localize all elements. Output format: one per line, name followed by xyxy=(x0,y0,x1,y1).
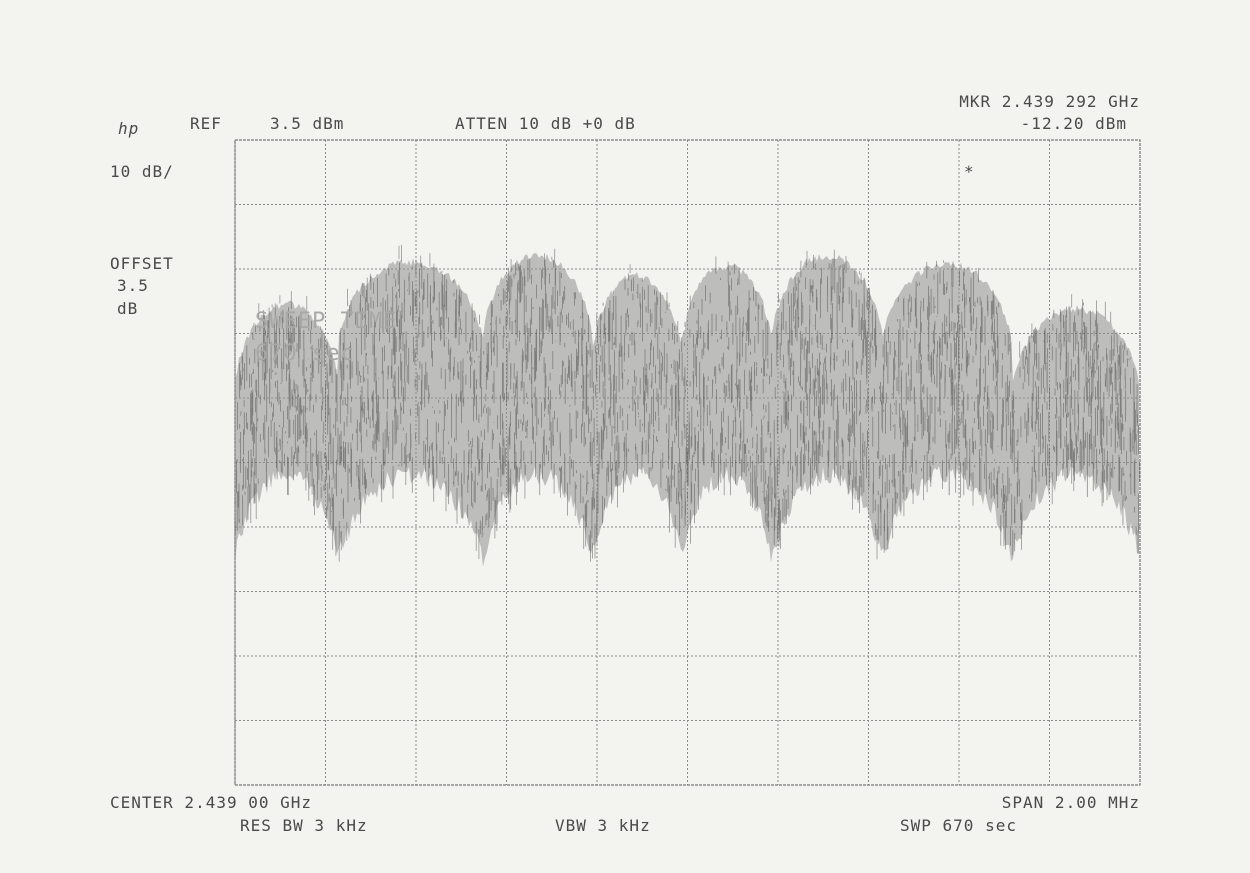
trace-noise xyxy=(234,244,1140,562)
marker-level: -12.20 dBm xyxy=(1021,114,1127,133)
marker: * xyxy=(964,162,975,181)
ghost-text: 670 sec xyxy=(255,341,355,366)
res-bw: RES BW 3 kHz xyxy=(240,816,368,835)
sweep: SWP 670 sec xyxy=(900,816,1017,835)
ref-value: 3.5 dBm xyxy=(270,114,344,133)
center-freq: CENTER 2.439 00 GHz xyxy=(110,793,312,812)
atten: ATTEN 10 dB +0 dB xyxy=(455,114,636,133)
spectrum-trace xyxy=(234,244,1140,567)
vbw: VBW 3 kHz xyxy=(555,816,651,835)
marker-freq: MKR 2.439 292 GHz xyxy=(959,92,1140,111)
scale: 10 dB/ xyxy=(110,162,174,181)
logo: hp xyxy=(118,119,139,138)
ghost-text: SWEEP TIME xyxy=(255,309,397,334)
offset-label: OFFSET xyxy=(110,254,174,273)
ref-label: REF xyxy=(190,114,222,133)
offset-value: 3.5 xyxy=(117,276,149,295)
span: SPAN 2.00 MHz xyxy=(1002,793,1140,812)
offset-unit: dB xyxy=(117,299,138,318)
